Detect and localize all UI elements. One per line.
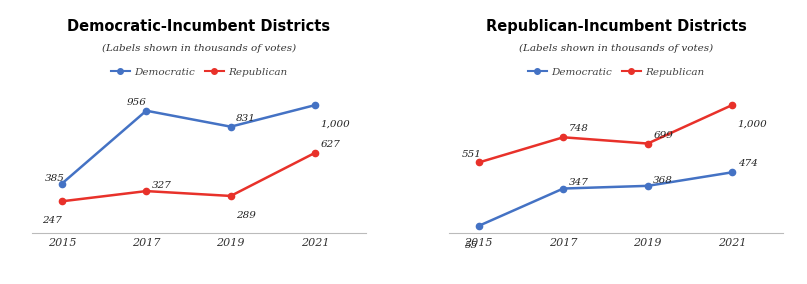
Line: Democratic: Democratic <box>59 102 318 187</box>
Text: 627: 627 <box>320 140 341 149</box>
Republican <box>226 194 236 198</box>
Text: 55: 55 <box>465 241 478 250</box>
Line: Republican: Republican <box>475 102 735 166</box>
Text: 289: 289 <box>236 211 256 220</box>
Text: 327: 327 <box>152 181 172 190</box>
Republican <box>141 189 151 193</box>
Text: Republican-Incumbent Districts: Republican-Incumbent Districts <box>486 18 746 34</box>
Text: 551: 551 <box>462 150 482 159</box>
Legend: Democratic, Republican: Democratic, Republican <box>524 63 709 81</box>
Text: 368: 368 <box>653 176 673 185</box>
Line: Republican: Republican <box>59 150 318 204</box>
Text: Democratic-Incumbent Districts: Democratic-Incumbent Districts <box>68 18 331 34</box>
Republican <box>643 142 653 145</box>
Text: 831: 831 <box>236 114 256 123</box>
Text: 748: 748 <box>569 124 588 133</box>
Democratic <box>311 103 320 107</box>
Democratic <box>141 109 151 112</box>
Text: 1,000: 1,000 <box>738 120 767 129</box>
Republican <box>311 151 320 154</box>
Republican <box>558 135 568 139</box>
Republican <box>474 161 483 164</box>
Text: (Labels shown in thousands of votes): (Labels shown in thousands of votes) <box>102 44 296 53</box>
Text: 956: 956 <box>127 98 147 107</box>
Republican <box>57 200 67 203</box>
Legend: Democratic, Republican: Democratic, Republican <box>107 63 291 81</box>
Democratic <box>558 187 568 190</box>
Republican <box>727 103 737 107</box>
Text: 699: 699 <box>653 131 673 140</box>
Democratic <box>57 182 67 185</box>
Text: 474: 474 <box>738 160 758 168</box>
Text: 347: 347 <box>569 178 588 187</box>
Democratic <box>643 184 653 187</box>
Democratic <box>474 224 483 227</box>
Line: Democratic: Democratic <box>475 169 735 229</box>
Text: (Labels shown in thousands of votes): (Labels shown in thousands of votes) <box>519 44 713 53</box>
Text: 385: 385 <box>45 174 65 183</box>
Text: 247: 247 <box>43 216 62 225</box>
Democratic <box>226 125 236 128</box>
Text: 1,000: 1,000 <box>320 120 350 129</box>
Democratic <box>727 171 737 174</box>
